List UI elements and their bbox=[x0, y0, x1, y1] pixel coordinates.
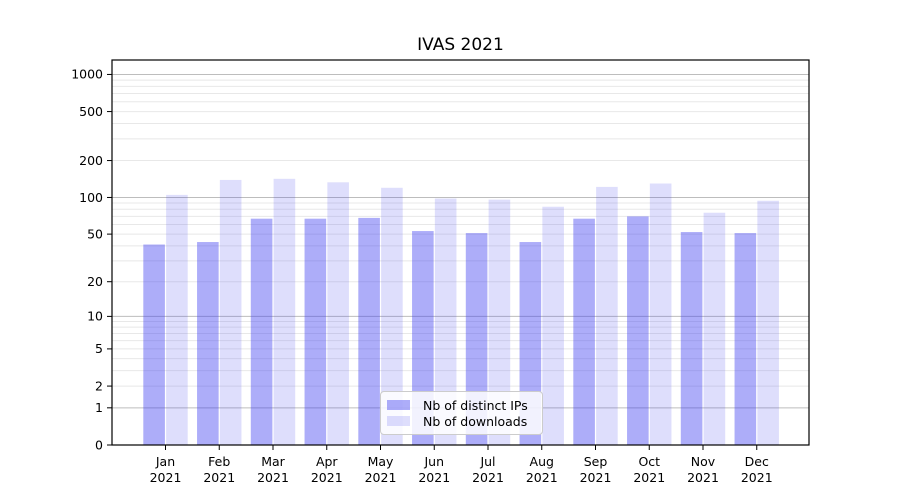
plot-border bbox=[111, 59, 810, 446]
bar-ips-oct bbox=[627, 216, 649, 445]
x-tick-label-month-feb: Feb bbox=[208, 454, 230, 469]
y-tick-label-200: 200 bbox=[79, 153, 103, 168]
x-tick-label-month-apr: Apr bbox=[316, 454, 338, 469]
y-tick-label-0: 0 bbox=[95, 437, 103, 452]
bar-downloads-sep bbox=[596, 186, 618, 445]
bar-downloads-feb bbox=[219, 179, 242, 445]
legend-item-distinct-ips: Nb of distinct IPs bbox=[387, 398, 534, 413]
bar-ips-nov bbox=[680, 232, 703, 445]
x-tick-label-month-mar: Mar bbox=[261, 454, 285, 469]
y-tick-label-2: 2 bbox=[95, 378, 103, 393]
x-tick-label-month-nov: Nov bbox=[691, 454, 716, 469]
axes-group: 01251020501002005001000Jan2021Feb2021Mar… bbox=[71, 59, 810, 485]
y-tick-label-1000: 1000 bbox=[71, 67, 103, 82]
x-tick-label-year-oct: 2021 bbox=[633, 470, 665, 485]
x-tick-label-month-may: May bbox=[368, 454, 394, 469]
legend-label-downloads: Nb of downloads bbox=[423, 413, 528, 429]
x-tick-label-year-jul: 2021 bbox=[472, 470, 504, 485]
x-tick-label-month-dec: Dec bbox=[745, 454, 769, 469]
y-tick-label-5: 5 bbox=[95, 341, 103, 356]
gridlines bbox=[112, 73, 809, 409]
x-tick-label-month-jul: Jul bbox=[479, 454, 495, 469]
bar-downloads-apr bbox=[327, 182, 349, 445]
x-tick-label-month-aug: Aug bbox=[530, 454, 554, 469]
bar-downloads-may bbox=[381, 187, 403, 445]
legend-label-distinct-ips: Nb of distinct IPs bbox=[423, 397, 528, 413]
bar-downloads-jan bbox=[166, 194, 188, 445]
x-tick-label-year-feb: 2021 bbox=[203, 470, 235, 485]
y-tick-label-20: 20 bbox=[87, 274, 103, 289]
bar-downloads-oct bbox=[649, 183, 672, 445]
y-tick-label-500: 500 bbox=[79, 104, 103, 119]
bar-ips-mar bbox=[250, 218, 273, 445]
x-tick-label-month-oct: Oct bbox=[638, 454, 660, 469]
bar-downloads-jun bbox=[434, 198, 457, 445]
bar-ips-dec bbox=[734, 233, 757, 445]
legend: Nb of distinct IPs Nb of downloads bbox=[380, 391, 543, 435]
legend-swatch-distinct-ips bbox=[387, 400, 410, 410]
y-tick-label-50: 50 bbox=[87, 226, 103, 241]
x-tick-label-year-jan: 2021 bbox=[150, 470, 182, 485]
legend-item-downloads: Nb of downloads bbox=[387, 414, 534, 429]
x-tick-label-year-sep: 2021 bbox=[580, 470, 612, 485]
bar-downloads-dec bbox=[757, 200, 779, 445]
y-tick-label-10: 10 bbox=[87, 309, 103, 324]
x-tick-label-year-aug: 2021 bbox=[526, 470, 558, 485]
chart-title: IVAS 2021 bbox=[417, 35, 504, 55]
x-tick-label-year-may: 2021 bbox=[365, 470, 397, 485]
y-tick-label-1: 1 bbox=[95, 400, 103, 415]
bar-downloads-mar bbox=[273, 178, 296, 446]
x-tick-label-month-sep: Sep bbox=[584, 454, 608, 469]
x-tick-label-month-jun: Jun bbox=[423, 454, 444, 469]
legend-swatch-downloads bbox=[387, 416, 410, 426]
bar-downloads-nov bbox=[703, 212, 726, 445]
x-tick-label-year-dec: 2021 bbox=[741, 470, 773, 485]
bar-ips-apr bbox=[304, 218, 327, 445]
x-tick-label-year-nov: 2021 bbox=[687, 470, 719, 485]
x-tick-label-month-jan: Jan bbox=[155, 454, 175, 469]
x-tick-label-year-jun: 2021 bbox=[418, 470, 450, 485]
bar-downloads-aug bbox=[542, 206, 564, 445]
bar-ips-feb bbox=[197, 242, 219, 445]
bar-ips-may bbox=[358, 217, 380, 445]
y-tick-label-100: 100 bbox=[79, 190, 103, 205]
bar-ips-sep bbox=[573, 218, 595, 445]
x-tick-label-year-apr: 2021 bbox=[311, 470, 343, 485]
bar-downloads-jul bbox=[488, 199, 511, 445]
bar-ips-jan bbox=[143, 244, 165, 445]
x-tick-label-year-mar: 2021 bbox=[257, 470, 289, 485]
